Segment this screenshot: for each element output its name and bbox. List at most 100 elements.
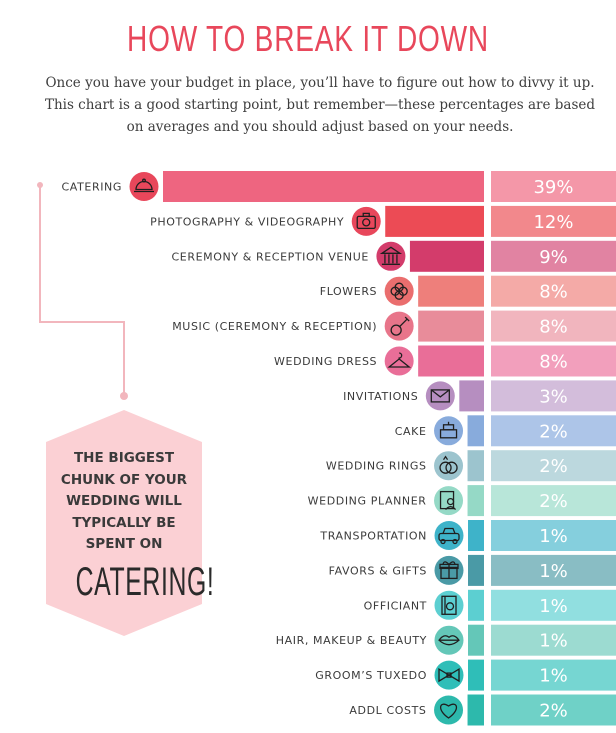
percentage-label: 2%	[539, 456, 568, 477]
catering-cloche-icon	[129, 172, 159, 201]
category-label: HAIR, MAKEUP & BEAUTY	[276, 634, 427, 647]
percentage-label: 12%	[533, 212, 573, 233]
bar	[418, 345, 484, 377]
percentage-panel	[491, 659, 616, 691]
percentage-label: 1%	[539, 631, 568, 652]
percentage-panel	[491, 310, 616, 342]
lips-icon	[434, 625, 464, 655]
chart-row: 1% FAVORS & GIFTS	[329, 554, 616, 586]
percentage-label: 2%	[539, 701, 568, 722]
percentage-panel	[491, 171, 616, 202]
intro-text: Once you have your budget in place, you’…	[44, 75, 596, 135]
envelope-icon	[425, 381, 455, 411]
heart-icon	[434, 695, 464, 725]
chart-row: 2% CAKE	[395, 415, 616, 447]
category-label: OFFICIANT	[364, 599, 427, 612]
percentage-label: 8%	[539, 352, 568, 373]
bar	[467, 415, 484, 447]
percentage-label: 8%	[539, 282, 568, 303]
percentage-panel	[491, 240, 616, 272]
percentage-panel	[491, 694, 616, 726]
chart-row: 1% OFFICIANT	[364, 589, 616, 621]
percentage-label: 1%	[539, 526, 568, 547]
chart-row: 1% GROOM’S TUXEDO	[315, 659, 616, 691]
bar	[467, 485, 484, 517]
percentage-label: 1%	[539, 666, 568, 687]
percentage-panel	[491, 589, 616, 621]
percentage-panel	[491, 554, 616, 586]
percentage-label: 1%	[539, 561, 568, 582]
chart-rows: 39% CATERING 12% PHOTOGRAPHY & VIDEOGRAPHY 9…	[62, 171, 616, 726]
category-label: WEDDING RINGS	[326, 460, 427, 473]
callout-highlight: CATERING!	[75, 560, 215, 604]
percentage-panel	[491, 450, 616, 482]
page-title: HOW TO BREAK IT DOWN	[127, 18, 489, 59]
bar	[459, 380, 484, 412]
planner-icon	[434, 486, 464, 516]
percentage-panel	[491, 345, 616, 377]
category-label: CAKE	[395, 425, 427, 438]
percentage-panel	[491, 380, 616, 412]
chart-row: 1% HAIR, MAKEUP & BEAUTY	[276, 624, 616, 656]
flower-icon	[384, 276, 414, 306]
percentage-label: 8%	[539, 317, 568, 338]
category-label: WEDDING DRESS	[274, 355, 377, 368]
category-label: CATERING	[62, 181, 122, 194]
rings-icon	[434, 451, 464, 481]
chart-row: 1% TRANSPORTATION	[319, 520, 616, 551]
chart-row: 9% CEREMONY & RECEPTION VENUE	[172, 240, 616, 272]
category-label: FAVORS & GIFTS	[329, 564, 427, 577]
category-label: TRANSPORTATION	[319, 530, 427, 543]
percentage-panel	[491, 205, 616, 237]
callout-text: THE BIGGEST CHUNK OF YOUR WEDDING WILL T…	[60, 450, 188, 552]
percentage-label: 2%	[539, 491, 568, 512]
percentage-label: 2%	[539, 421, 568, 442]
chart-row: 12% PHOTOGRAPHY & VIDEOGRAPHY	[150, 205, 616, 237]
chart-row: 8% FLOWERS	[320, 275, 616, 307]
chart-row: 8% MUSIC (CEREMONY & RECEPTION)	[172, 310, 616, 342]
percentage-label: 9%	[539, 247, 568, 268]
bar	[163, 171, 484, 202]
bar	[468, 589, 484, 621]
category-label: WEDDING PLANNER	[308, 495, 427, 508]
chart-row: 2% ADDL COSTS	[349, 694, 616, 726]
percentage-panel	[491, 275, 616, 307]
category-label: GROOM’S TUXEDO	[315, 669, 427, 682]
bar	[468, 624, 484, 656]
percentage-panel	[491, 624, 616, 656]
chart-row: 2% WEDDING RINGS	[326, 450, 616, 482]
cake-icon	[434, 416, 464, 446]
category-label: MUSIC (CEREMONY & RECEPTION)	[172, 320, 377, 333]
bar	[418, 310, 484, 342]
camera-icon	[351, 206, 381, 236]
bar	[467, 694, 484, 726]
percentage-panel	[491, 485, 616, 517]
bar	[468, 520, 484, 551]
car-icon	[434, 521, 464, 550]
bar	[468, 554, 484, 586]
percentage-label: 3%	[539, 386, 568, 407]
percentage-label: 39%	[533, 177, 573, 198]
chart-row: 3% INVITATIONS	[343, 380, 616, 412]
bar	[409, 240, 484, 272]
guitar-icon	[384, 311, 414, 341]
callout-connector	[37, 182, 128, 400]
category-label: INVITATIONS	[343, 390, 418, 403]
category-label: FLOWERS	[320, 285, 377, 298]
chart-row: 8% WEDDING DRESS	[274, 345, 616, 377]
category-label: PHOTOGRAPHY & VIDEOGRAPHY	[150, 215, 344, 228]
chart-row: 39% CATERING	[62, 171, 616, 202]
bowtie-icon	[434, 660, 464, 690]
bar	[385, 205, 484, 237]
chart-row: 2% WEDDING PLANNER	[308, 485, 616, 517]
bar	[468, 659, 484, 691]
gift-icon	[434, 555, 464, 585]
officiant-book-icon	[434, 590, 464, 620]
venue-building-icon	[376, 241, 406, 271]
category-label: ADDL COSTS	[349, 704, 426, 717]
bar	[418, 275, 484, 307]
bar	[467, 450, 484, 482]
hanger-icon	[384, 346, 414, 376]
percentage-panel	[491, 520, 616, 551]
